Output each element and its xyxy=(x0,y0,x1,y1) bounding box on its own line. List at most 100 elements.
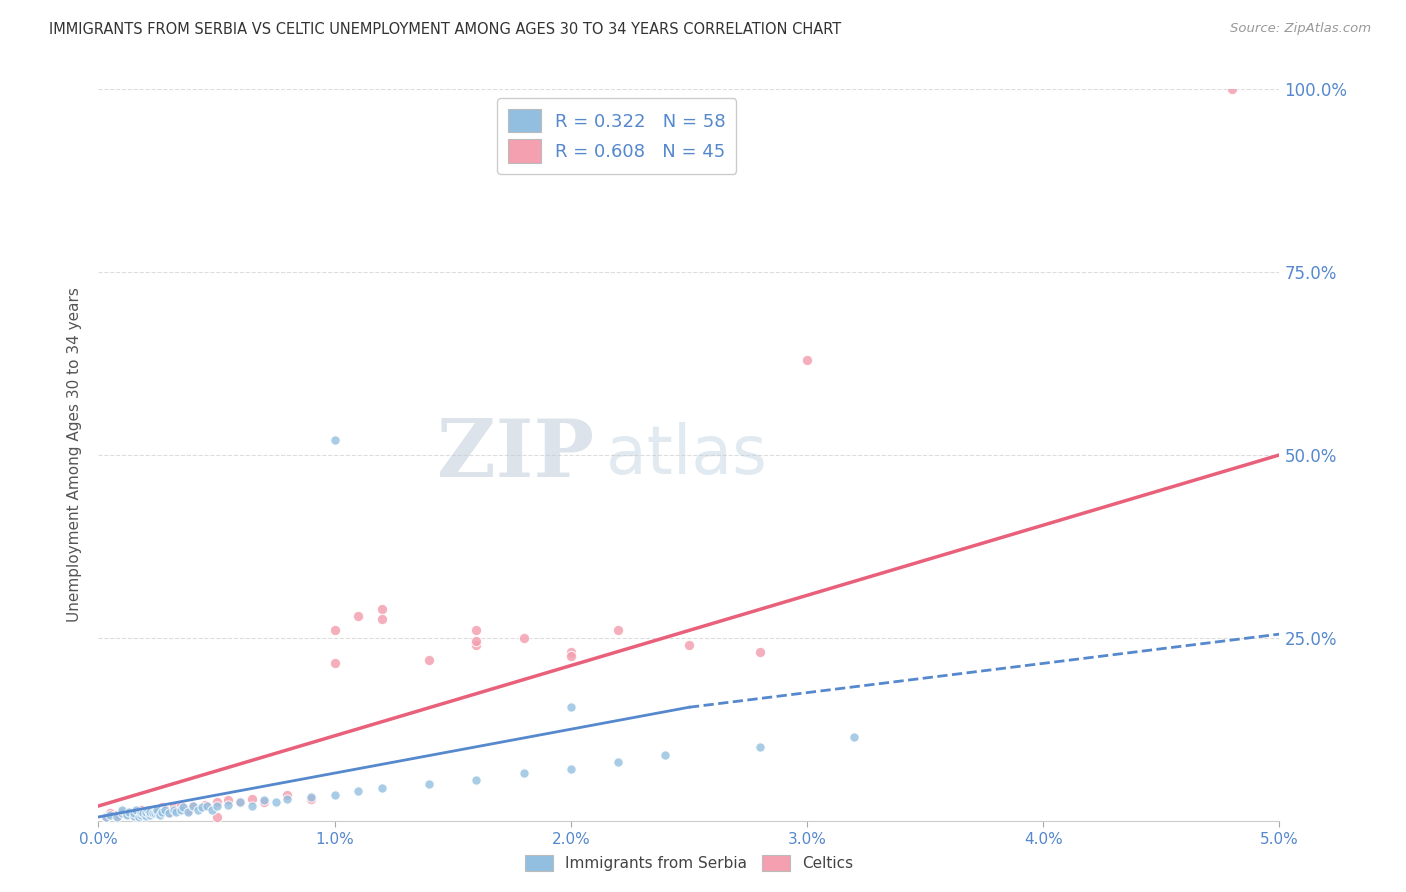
Point xyxy=(135,805,157,819)
Point xyxy=(165,805,187,819)
Point xyxy=(181,799,204,814)
Point xyxy=(139,807,162,822)
Point xyxy=(129,803,152,817)
Point xyxy=(150,805,173,819)
Point xyxy=(240,791,263,805)
Point xyxy=(323,434,346,448)
Point xyxy=(98,806,121,821)
Point xyxy=(418,777,440,791)
Point xyxy=(465,624,488,638)
Point xyxy=(371,613,394,627)
Point xyxy=(146,805,169,819)
Point xyxy=(264,796,287,810)
Point xyxy=(98,807,121,822)
Point xyxy=(465,638,488,652)
Point xyxy=(465,634,488,648)
Point xyxy=(748,645,770,659)
Point xyxy=(143,806,166,821)
Point xyxy=(371,601,394,615)
Point xyxy=(105,807,128,822)
Point xyxy=(607,755,630,769)
Legend: Immigrants from Serbia, Celtics: Immigrants from Serbia, Celtics xyxy=(517,847,860,879)
Point xyxy=(1220,82,1243,96)
Point xyxy=(205,796,228,810)
Point xyxy=(129,805,152,819)
Point xyxy=(172,800,194,814)
Point xyxy=(115,806,138,821)
Point xyxy=(347,608,370,623)
Point xyxy=(217,793,239,807)
Point xyxy=(111,805,134,819)
Point xyxy=(146,805,169,819)
Point xyxy=(276,788,298,802)
Point xyxy=(181,799,204,814)
Point xyxy=(191,800,214,814)
Point xyxy=(111,806,134,821)
Point xyxy=(240,799,263,814)
Text: atlas: atlas xyxy=(606,422,768,488)
Point xyxy=(118,805,141,819)
Point xyxy=(796,352,818,367)
Point xyxy=(418,653,440,667)
Point xyxy=(153,803,176,817)
Point xyxy=(94,810,117,824)
Point xyxy=(135,806,157,821)
Point xyxy=(560,649,582,664)
Point xyxy=(217,797,239,812)
Point xyxy=(299,791,322,805)
Point xyxy=(122,806,145,821)
Text: Source: ZipAtlas.com: Source: ZipAtlas.com xyxy=(1230,22,1371,36)
Point xyxy=(142,806,165,821)
Point xyxy=(135,808,157,822)
Text: IMMIGRANTS FROM SERBIA VS CELTIC UNEMPLOYMENT AMONG AGES 30 TO 34 YEARS CORRELAT: IMMIGRANTS FROM SERBIA VS CELTIC UNEMPLO… xyxy=(49,22,841,37)
Point xyxy=(748,740,770,755)
Point xyxy=(560,763,582,777)
Point xyxy=(465,773,488,788)
Point xyxy=(170,799,193,814)
Point xyxy=(132,806,155,821)
Point xyxy=(122,807,145,822)
Point xyxy=(111,803,134,817)
Point xyxy=(512,766,534,780)
Point xyxy=(163,800,186,814)
Point xyxy=(187,803,209,817)
Point xyxy=(253,793,276,807)
Point xyxy=(205,810,228,824)
Point xyxy=(229,796,252,810)
Point xyxy=(299,790,322,805)
Point xyxy=(194,797,217,812)
Point xyxy=(146,803,169,817)
Point xyxy=(115,807,138,822)
Point xyxy=(229,796,252,810)
Point xyxy=(136,803,159,817)
Point xyxy=(149,807,172,822)
Point xyxy=(94,810,117,824)
Point xyxy=(128,810,150,824)
Text: ZIP: ZIP xyxy=(437,416,595,494)
Point xyxy=(143,803,166,817)
Point xyxy=(153,803,176,817)
Point xyxy=(654,747,676,762)
Point xyxy=(347,784,370,798)
Point xyxy=(560,700,582,714)
Point xyxy=(276,791,298,805)
Point xyxy=(122,809,145,823)
Point xyxy=(560,645,582,659)
Point xyxy=(139,805,162,819)
Point xyxy=(125,805,148,819)
Point xyxy=(129,807,152,822)
Point xyxy=(607,624,630,638)
Point xyxy=(157,805,180,819)
Point xyxy=(150,800,173,814)
Point xyxy=(201,803,224,817)
Point xyxy=(177,805,200,819)
Point xyxy=(125,803,148,817)
Point xyxy=(157,806,180,821)
Point xyxy=(323,788,346,802)
Point xyxy=(512,631,534,645)
Point xyxy=(205,799,228,814)
Point xyxy=(253,796,276,810)
Point xyxy=(163,803,186,817)
Point xyxy=(177,803,200,817)
Y-axis label: Unemployment Among Ages 30 to 34 years: Unemployment Among Ages 30 to 34 years xyxy=(67,287,83,623)
